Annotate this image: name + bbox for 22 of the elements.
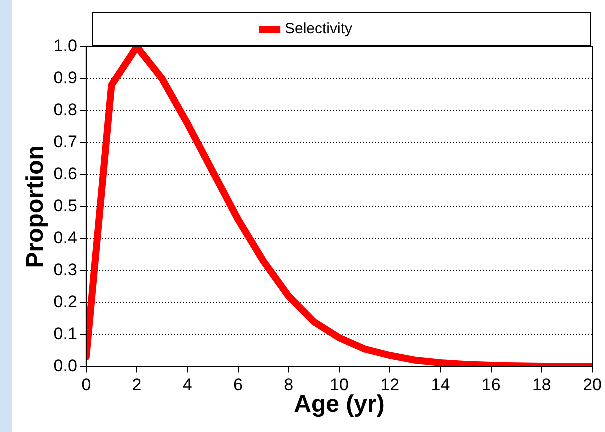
x-tick-label: 0 <box>82 376 92 395</box>
x-tick-label: 18 <box>532 376 552 395</box>
legend-label: Selectivity <box>284 20 354 38</box>
y-tick-label: 0.6 <box>54 164 78 184</box>
x-tick-label: 14 <box>431 376 450 395</box>
y-tick-label: 0.3 <box>54 260 78 280</box>
x-tick-label: 8 <box>284 376 294 395</box>
x-tick-label: 6 <box>234 376 243 395</box>
y-axis-title: Proportion <box>22 146 50 268</box>
y-tick-label: 0.9 <box>54 68 78 88</box>
y-tick-label: 1.0 <box>54 36 78 56</box>
x-tick-label: 16 <box>482 376 501 395</box>
y-tick-label: 0.2 <box>54 292 78 312</box>
y-tick-label: 0.5 <box>54 196 78 216</box>
y-tick-label: 0.8 <box>54 100 78 120</box>
y-tick-label: 0.4 <box>54 228 78 248</box>
y-tick-label: 0.0 <box>54 356 78 376</box>
y-tick-label: 0.7 <box>54 132 78 152</box>
x-tick-label: 2 <box>132 376 142 395</box>
y-tick-label: 0.1 <box>54 324 78 344</box>
x-tick-label: 4 <box>182 376 192 395</box>
x-tick-label: 20 <box>583 376 602 395</box>
